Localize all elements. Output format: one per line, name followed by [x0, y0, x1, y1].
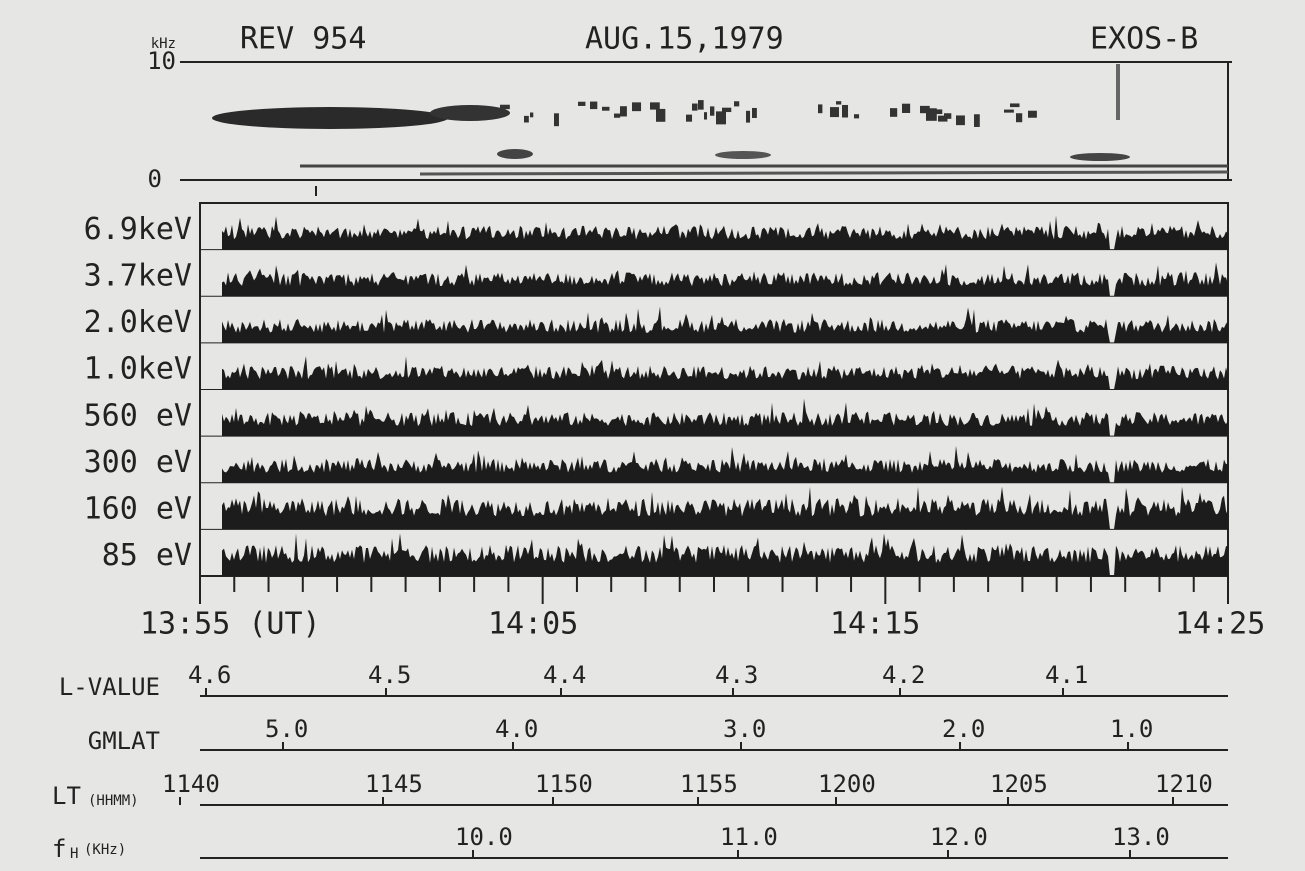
channel-trace	[222, 356, 1228, 390]
channel-label: 6.9keV	[84, 212, 192, 247]
spectrogram-trace	[620, 106, 627, 117]
scale-subscript: H	[70, 846, 78, 862]
spectrogram-trace	[1004, 109, 1014, 113]
time-label: 14:05	[488, 607, 578, 642]
spectrogram-trace	[842, 104, 849, 118]
channel-trace	[222, 445, 1228, 483]
scale-value: 1.0	[1110, 715, 1153, 743]
spectrogram-trace	[1010, 103, 1020, 108]
spectrogram-trace	[716, 111, 727, 125]
spectrogram-trace	[836, 101, 842, 105]
freq-bottom: 0	[148, 165, 162, 193]
scale-value: 4.4	[543, 661, 586, 689]
spectrogram-trace	[818, 104, 823, 114]
spectrogram-trace	[956, 115, 965, 126]
channel-trace	[222, 398, 1228, 437]
scale-label: GMLAT	[88, 727, 160, 755]
scale-label: LT	[52, 782, 81, 810]
spectrogram-trace	[926, 108, 937, 121]
scale-value: 1145	[365, 770, 423, 798]
spectrogram-trace	[746, 110, 751, 123]
spectrogram-trace	[920, 105, 930, 114]
spectrogram-trace	[734, 101, 740, 107]
spectrogram-trace	[698, 100, 704, 110]
scale-value: 4.2	[882, 661, 925, 689]
time-label: 13:55 (UT)	[140, 607, 321, 642]
spectrogram-trace	[890, 108, 898, 117]
channel-trace	[222, 306, 1228, 343]
spectrogram-trace	[974, 114, 980, 127]
spectrogram-trace	[752, 107, 757, 118]
scale-value: 1210	[1155, 770, 1213, 798]
spectrogram-trace	[932, 109, 943, 115]
date-label: AUG.15,1979	[585, 22, 784, 57]
spectrogram-trace	[524, 115, 529, 123]
spectrogram-trace	[830, 107, 839, 118]
scale-value: 10.0	[455, 823, 513, 851]
scale-label: L-VALUE	[59, 673, 160, 701]
scale-value: 2.0	[942, 715, 985, 743]
scale-value: 1150	[535, 770, 593, 798]
scale-value: 1140	[162, 770, 220, 798]
channel-label: 3.7keV	[84, 258, 192, 293]
spectrogram-trace	[944, 113, 952, 119]
scale-value: 5.0	[265, 715, 308, 743]
spectrogram-trace	[554, 113, 559, 127]
scale-value: 4.0	[495, 715, 538, 743]
channel-trace	[222, 215, 1228, 250]
spectrogram-trace	[500, 104, 510, 110]
spectrogram-trace	[1028, 110, 1037, 118]
channel-trace	[222, 486, 1228, 530]
channel-label: 1.0keV	[84, 352, 192, 387]
spectrogram-trace	[632, 102, 642, 112]
spectrogram-trace	[656, 108, 666, 122]
scale-value: 4.3	[715, 661, 758, 689]
scale-unit: (HHMM)	[88, 793, 139, 809]
spectrogram-trace	[854, 114, 860, 119]
spectrogram-trace	[722, 107, 732, 113]
channel-trace	[222, 533, 1228, 576]
channel-label: 300 eV	[84, 445, 192, 480]
channel-label: 2.0keV	[84, 305, 192, 340]
scale-unit: (KHz)	[84, 842, 126, 858]
channel-trace	[222, 262, 1228, 297]
spectrogram-trace	[650, 102, 660, 110]
scale-label: f	[52, 835, 66, 863]
scale-value: 4.1	[1045, 661, 1088, 689]
spectrogram-trace	[902, 103, 911, 113]
satellite-label: EXOS-B	[1090, 22, 1198, 57]
spectrogram-trace	[686, 114, 693, 122]
freq-top: 10	[147, 47, 176, 75]
spectrogram-trace	[614, 113, 621, 118]
scale-value: 3.0	[723, 715, 766, 743]
scale-value: 4.5	[368, 661, 411, 689]
spectrogram-trace	[419, 170, 1229, 176]
spectrogram-trace	[710, 106, 715, 116]
scale-value: 12.0	[930, 823, 988, 851]
spectrogram-trace	[704, 112, 708, 120]
spectrogram-trace	[530, 112, 534, 118]
scale-value: 13.0	[1112, 823, 1170, 851]
scale-value: 1205	[990, 770, 1048, 798]
spectrogram-trace	[1016, 113, 1023, 123]
time-label: 14:25	[1175, 607, 1265, 642]
spectrogram-trace	[692, 103, 698, 111]
scale-value: 1155	[680, 770, 738, 798]
time-label: 14:15	[830, 607, 920, 642]
spectrogram-trace	[602, 106, 610, 111]
spectrogram-trace	[578, 101, 586, 106]
channel-label: 560 eV	[84, 398, 192, 433]
freq-unit: kHz	[151, 36, 176, 52]
rev-label: REV 954	[240, 22, 366, 57]
scale-value: 11.0	[720, 823, 778, 851]
channel-label: 85 eV	[102, 538, 192, 573]
spectrogram-panel	[180, 61, 1232, 196]
spectrogram-trace	[590, 101, 598, 110]
channel-label: 160 eV	[84, 492, 192, 527]
spectrogram-trace	[938, 115, 948, 122]
scale-value: 4.6	[188, 661, 231, 689]
scale-value: 1200	[818, 770, 876, 798]
